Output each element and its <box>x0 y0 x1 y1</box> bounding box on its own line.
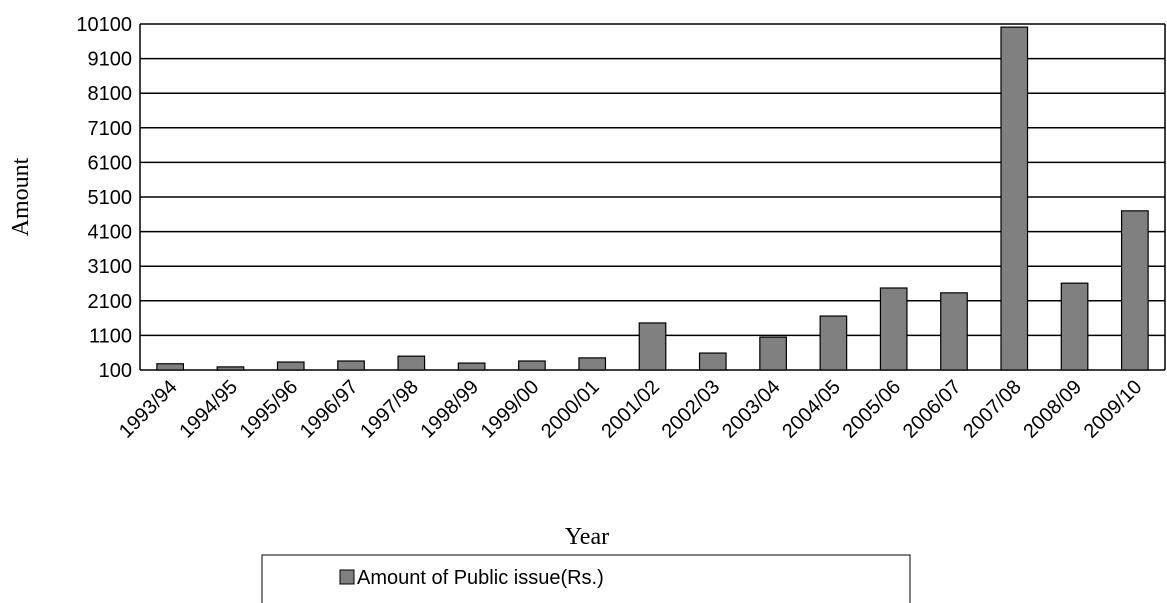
bar <box>819 315 848 371</box>
y-tick-label: 100 <box>99 360 132 382</box>
x-tick-label: 1993/94 <box>115 376 182 443</box>
x-tick-label: 1998/99 <box>416 376 483 443</box>
bar <box>457 362 486 371</box>
bar <box>397 355 426 371</box>
bar <box>638 322 667 371</box>
bar <box>156 363 185 371</box>
x-tick-label: 2003/04 <box>718 376 785 443</box>
x-tick-label: 1996/97 <box>296 376 363 443</box>
x-tick-label: 2008/09 <box>1019 376 1086 443</box>
legend-label: Amount of Public issue(Rs.) <box>357 567 604 589</box>
y-axis-title: Amount <box>8 157 34 236</box>
x-tick-label: 2006/07 <box>899 376 966 443</box>
x-tick-label: 2004/05 <box>778 376 845 443</box>
bar <box>759 336 787 371</box>
y-tick-label: 7100 <box>88 118 133 140</box>
bar <box>1000 26 1029 371</box>
y-tick-label: 8100 <box>88 83 133 105</box>
x-tick-label: 1995/96 <box>236 376 303 443</box>
y-tick-label: 9100 <box>88 49 133 71</box>
x-tick-label: 2000/01 <box>537 376 604 443</box>
x-tick-label: 1994/95 <box>175 376 242 443</box>
x-tick-label: 2005/06 <box>839 376 906 443</box>
y-tick-label: 6100 <box>88 152 133 174</box>
y-tick-label: 4100 <box>88 222 133 244</box>
x-tick-label: 2007/08 <box>959 376 1026 443</box>
bar <box>276 361 305 371</box>
legend-box <box>261 554 911 603</box>
bar <box>578 357 607 371</box>
x-tick-label: 2009/10 <box>1080 376 1147 443</box>
bar <box>940 292 968 371</box>
y-tick-label: 2100 <box>88 291 133 313</box>
y-tick-label: 5100 <box>88 187 133 209</box>
bar <box>518 360 546 371</box>
bar <box>337 360 365 371</box>
bar <box>698 352 727 371</box>
x-tick-label: 2001/02 <box>597 376 664 443</box>
y-tick-label: 1100 <box>89 325 132 347</box>
bar <box>879 287 908 371</box>
legend-swatch <box>339 569 355 585</box>
x-tick-label: 1997/98 <box>356 376 423 443</box>
x-tick-label: 2002/03 <box>658 376 725 443</box>
bar <box>1120 210 1149 371</box>
bar <box>216 366 245 371</box>
y-tick-label: 10100 <box>76 14 132 36</box>
bar <box>1060 282 1089 371</box>
x-axis-title: Year <box>565 524 609 550</box>
x-tick-label: 1999/00 <box>477 376 544 443</box>
y-tick-label: 3100 <box>88 256 133 278</box>
